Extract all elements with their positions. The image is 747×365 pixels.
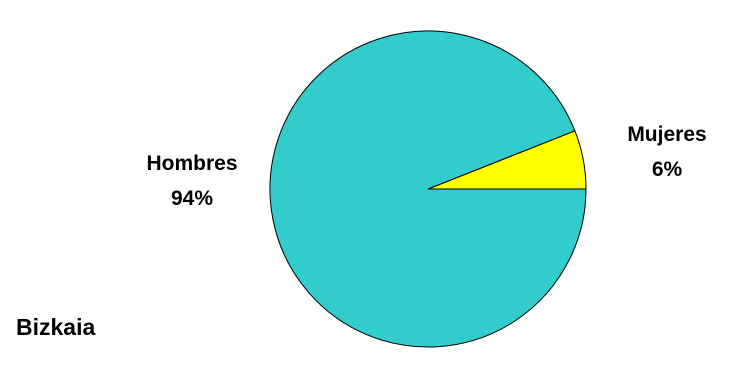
slice-label-hombres: Hombres 94% bbox=[146, 152, 237, 210]
slice-percent-hombres: 94% bbox=[171, 187, 213, 210]
slice-name-mujeres: Mujeres bbox=[627, 123, 706, 146]
slice-name-hombres: Hombres bbox=[146, 152, 237, 175]
pie-slices bbox=[269, 30, 587, 348]
slice-percent-mujeres: 6% bbox=[652, 158, 683, 181]
slice-label-mujeres: Mujeres 6% bbox=[627, 123, 706, 181]
pie-slice-hombres bbox=[269, 30, 587, 348]
pie-labels: Mujeres 6% Hombres 94% bbox=[146, 123, 706, 210]
region-label: Bizkaia bbox=[16, 314, 96, 340]
